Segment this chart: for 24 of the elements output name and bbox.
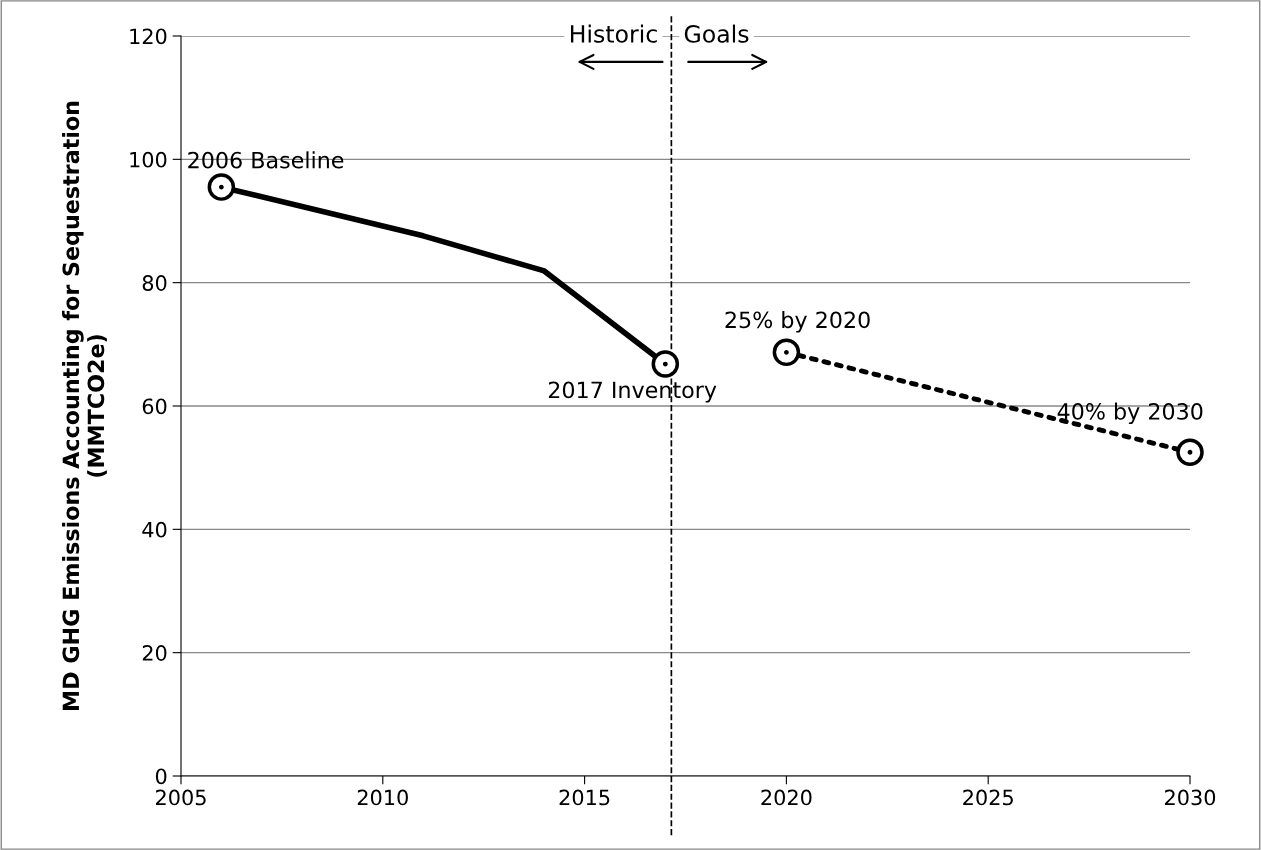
annotation: 40% by 2030 bbox=[1057, 402, 1203, 425]
x-tick-label: 2005 bbox=[156, 789, 206, 806]
x-tick-label: 2030 bbox=[1165, 789, 1216, 806]
point bbox=[651, 350, 680, 378]
y-tick-label: 80 bbox=[142, 275, 167, 291]
y-tick-label: 100 bbox=[130, 151, 167, 168]
annotation: Historic bbox=[571, 24, 657, 43]
x-tick-label: 2010 bbox=[357, 789, 408, 806]
y-axis-title: MD GHG Emissions Accounting for Sequestration (MMTCO2e) bbox=[62, 101, 107, 710]
y-tick-label: 40 bbox=[142, 521, 167, 538]
point bbox=[1187, 449, 1193, 455]
annotation: 25% by 2020 bbox=[725, 311, 870, 333]
annotation: Goals bbox=[684, 24, 749, 43]
annotation: 2017 Inventory bbox=[548, 381, 717, 403]
annotation: 2006 Baseline bbox=[188, 151, 344, 169]
x-tick-label: 2025 bbox=[963, 789, 1013, 806]
point bbox=[207, 173, 236, 201]
y-tick-label: 20 bbox=[142, 645, 167, 661]
x-tick-label: 2015 bbox=[559, 789, 610, 806]
point bbox=[784, 349, 789, 355]
y-tick-label: 60 bbox=[142, 398, 167, 415]
y-tick-label: 120 bbox=[130, 28, 167, 45]
y-tick-label: 0 bbox=[155, 768, 167, 785]
x-tick-label: 2020 bbox=[761, 789, 812, 806]
